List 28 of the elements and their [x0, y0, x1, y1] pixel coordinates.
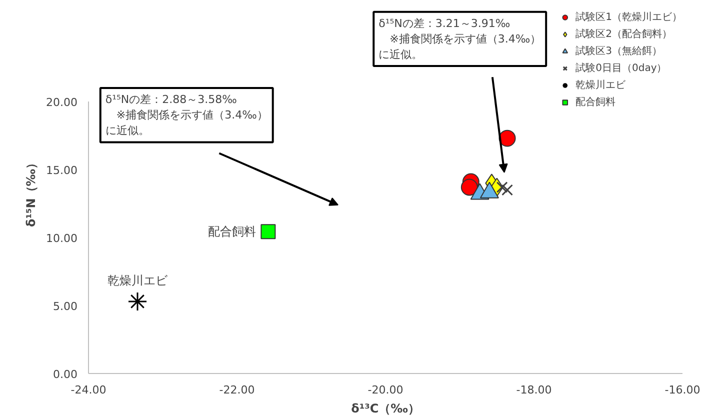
legend-label: 試験0日目（0day） — [576, 62, 667, 75]
y-tick-label: 20.00 — [46, 96, 78, 110]
text: δ¹⁵Nの差：3.21～3.91‰ ※捕食関係を示す値（3.4‰）に近似。 — [378, 16, 542, 62]
point — [496, 182, 508, 193]
legend-label: 乾燥川エビ — [576, 78, 626, 92]
point — [128, 292, 148, 312]
point — [498, 130, 516, 147]
x-tick-label: -20.00 — [368, 384, 404, 396]
point — [260, 224, 276, 240]
annotation: 乾燥川エビ — [108, 273, 169, 288]
y-tick-label: 10.00 — [46, 232, 78, 246]
x-tick-label: -18.00 — [516, 384, 552, 396]
x-tick-label: -16.00 — [664, 384, 700, 396]
y-axis-title: δ¹⁵N（‰） — [24, 156, 38, 228]
point — [502, 184, 513, 196]
y-tick-label: 5.00 — [53, 300, 78, 314]
x-tick-label: -24.00 — [70, 384, 106, 396]
legend-label: 配合飼料 — [576, 96, 616, 109]
annotation: 配合飼料 — [208, 224, 256, 239]
legend-label: 試験区1（乾燥川エビ） — [576, 10, 682, 24]
legend-label: 試験区3（無給餌） — [576, 44, 662, 58]
y-tick-label: 15.00 — [46, 164, 78, 178]
annotation: δ¹⁵Nの差：2.88～3.58‰ ※捕食関係を示す値（3.4‰）に近似。 — [105, 92, 268, 138]
point — [460, 178, 478, 196]
x-axis-title: δ¹³C（‰） — [351, 402, 420, 416]
y-tick-label: 0.00 — [53, 368, 78, 381]
x-tick-label: -22.00 — [219, 384, 255, 396]
legend-label: 試験区2（配合飼料） — [576, 28, 672, 41]
